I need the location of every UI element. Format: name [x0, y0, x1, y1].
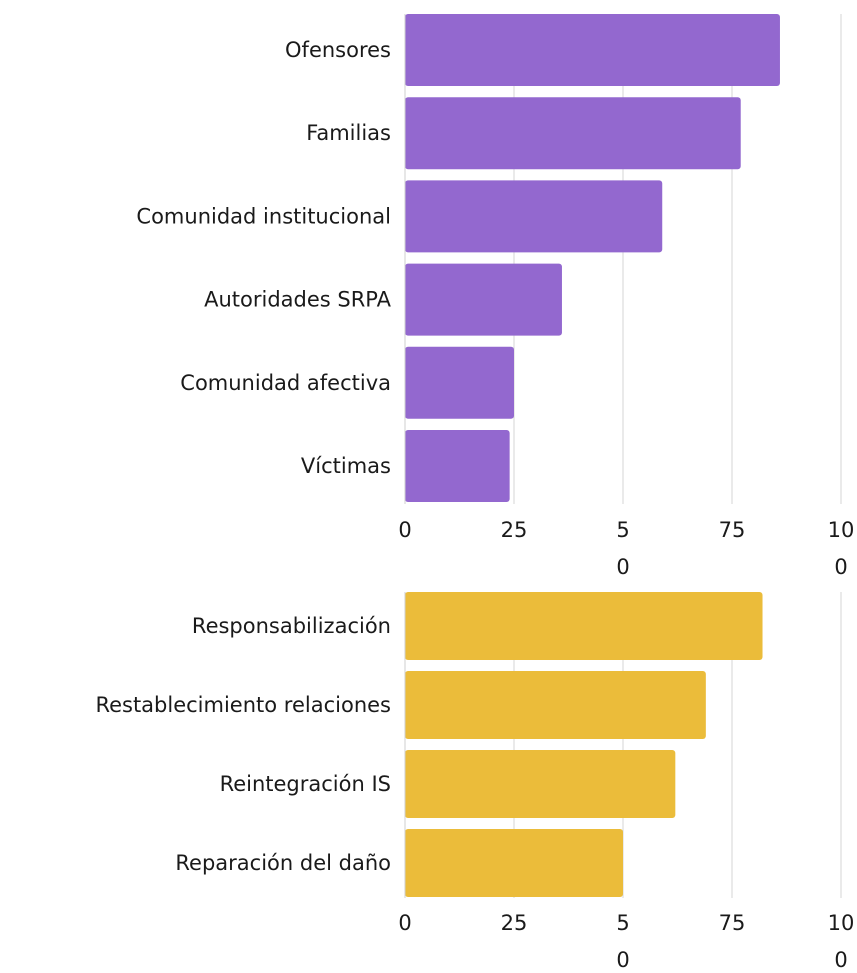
tick-label: 25: [501, 518, 528, 542]
category-label: Restablecimiento relaciones: [95, 693, 391, 717]
bar: [405, 592, 763, 660]
category-label: Víctimas: [301, 454, 391, 478]
bar: [405, 671, 706, 739]
bar: [405, 97, 741, 170]
tick-label: 75: [719, 518, 746, 542]
tick-label: 0: [616, 948, 629, 972]
bar: [405, 750, 676, 818]
tick-label: 0: [616, 555, 629, 579]
tick-label: 0: [398, 911, 411, 935]
category-label: Responsabilización: [192, 614, 391, 638]
tick-label: 0: [398, 518, 411, 542]
category-label: Ofensores: [285, 38, 391, 62]
category-label: Reparación del daño: [175, 851, 391, 875]
category-label: Familias: [306, 121, 391, 145]
chart-1: Ofensores Familias Comunidad institucional…: [136, 14, 854, 579]
bar: [405, 14, 780, 86]
category-label: Comunidad institucional: [136, 204, 391, 228]
tick-label: 10: [828, 518, 855, 542]
tick-label: 5: [616, 911, 629, 935]
tick-label: 5: [616, 518, 629, 542]
tick-label: 0: [834, 555, 847, 579]
bar: [405, 263, 562, 336]
tick-label: 0: [834, 948, 847, 972]
chart-2: Responsabilización Restablecimiento relac…: [95, 592, 854, 972]
bar: [405, 346, 514, 419]
category-label: Autoridades SRPA: [204, 288, 392, 312]
tick-label: 25: [501, 911, 528, 935]
bar: [405, 829, 623, 897]
category-label: Reintegración IS: [220, 772, 391, 796]
category-label: Comunidad afectiva: [180, 371, 391, 395]
bar: [405, 180, 663, 253]
bar: [405, 430, 510, 502]
tick-label: 10: [828, 911, 855, 935]
tick-label: 75: [719, 911, 746, 935]
